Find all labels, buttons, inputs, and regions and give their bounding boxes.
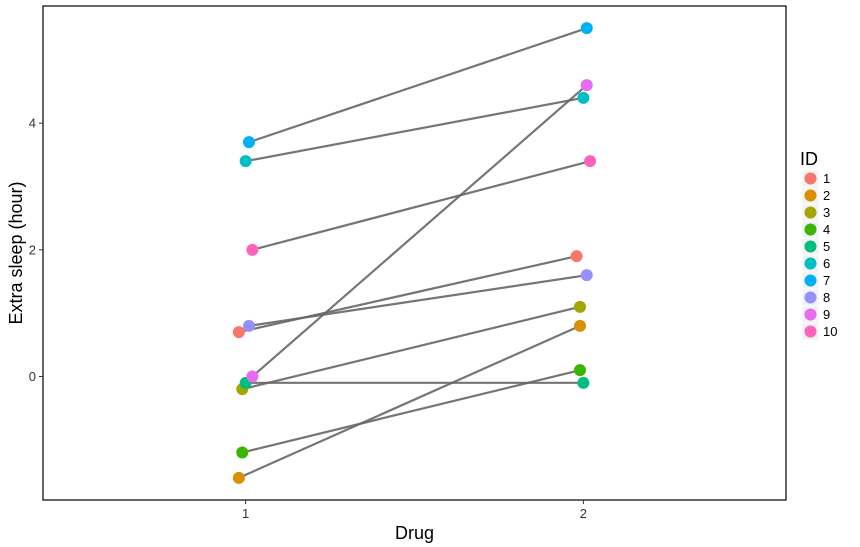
point-id-9-drug-1 (246, 370, 259, 383)
point-id-8-drug-2 (580, 269, 593, 282)
plot-panel (42, 5, 787, 501)
point-id-2-drug-1 (232, 471, 245, 484)
legend-swatch (804, 325, 817, 338)
point-id-3-drug-2 (573, 300, 586, 313)
legend-label: 1 (823, 171, 830, 186)
legend-item-7: 7 (801, 271, 830, 290)
legend-swatch (804, 291, 817, 304)
point-id-6-drug-1 (239, 155, 252, 168)
legend-item-9: 9 (801, 305, 830, 324)
y-tick-label: 0 (29, 369, 36, 384)
line-id-3 (241, 305, 581, 391)
legend-item-1: 1 (801, 169, 830, 188)
legend-label: 8 (823, 290, 830, 305)
point-id-10-drug-1 (246, 243, 259, 256)
point-id-8-drug-1 (243, 319, 256, 332)
point-id-9-drug-2 (580, 79, 593, 92)
paired-lines (238, 27, 591, 479)
legend-swatch (804, 308, 817, 321)
legend-item-4: 4 (801, 220, 830, 239)
legend-label: 9 (823, 307, 830, 322)
legend-swatch (804, 172, 817, 185)
y-axis: 0 2 4 (29, 116, 43, 384)
legend-label: 7 (823, 273, 830, 288)
point-id-2-drug-2 (573, 319, 586, 332)
line-id-9 (251, 84, 588, 378)
legend-label: 4 (823, 222, 830, 237)
legend-title: ID (800, 149, 818, 169)
legend-swatch (804, 274, 817, 287)
y-axis-title: Extra sleep (hour) (6, 181, 26, 324)
legend-swatch (804, 240, 817, 253)
legend-item-5: 5 (801, 237, 830, 256)
line-id-7 (248, 27, 588, 144)
legend-swatch (804, 189, 817, 202)
legend-swatch (804, 257, 817, 270)
point-id-4-drug-1 (236, 446, 249, 459)
point-id-1-drug-1 (232, 326, 245, 339)
point-id-6-drug-2 (577, 91, 590, 104)
data-points (232, 22, 597, 484)
x-tick-label: 1 (242, 506, 249, 521)
legend-item-8: 8 (801, 288, 830, 307)
line-id-8 (248, 274, 587, 327)
legend-label: 6 (823, 256, 830, 271)
legend-item-6: 6 (801, 254, 830, 273)
legend-swatch (804, 206, 817, 219)
point-id-10-drug-2 (584, 155, 597, 168)
legend-label: 5 (823, 239, 830, 254)
line-id-6 (245, 96, 584, 163)
point-id-7-drug-1 (243, 136, 256, 149)
point-id-5-drug-2 (577, 376, 590, 389)
y-tick-label: 4 (29, 116, 36, 131)
legend-item-3: 3 (801, 203, 830, 222)
line-id-2 (238, 324, 581, 479)
y-tick-label: 2 (29, 242, 36, 257)
legend-label: 10 (823, 324, 837, 339)
point-id-4-drug-2 (573, 364, 586, 377)
point-id-1-drug-2 (570, 250, 583, 263)
legend-label: 2 (823, 188, 830, 203)
x-tick-label: 2 (580, 506, 587, 521)
x-axis-title: Drug (395, 523, 434, 543)
legend-item-2: 2 (801, 186, 830, 205)
legend-label: 3 (823, 205, 830, 220)
line-id-10 (252, 160, 591, 251)
legend-swatch (804, 223, 817, 236)
point-id-7-drug-2 (580, 22, 593, 35)
legend-item-10: 10 (801, 322, 837, 341)
legend: ID 1 2 3 4 5 6 7 8 9 10 (800, 149, 837, 341)
